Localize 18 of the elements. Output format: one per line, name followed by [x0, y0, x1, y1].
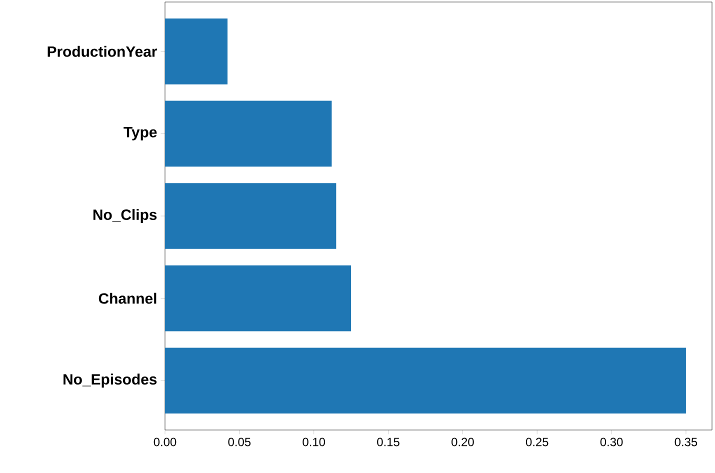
bar [165, 183, 336, 249]
bar [165, 265, 352, 332]
x-tick-label: 0.10 [302, 438, 326, 446]
x-tick-label: 0.35 [674, 438, 698, 446]
x-tick-label: 0.20 [452, 438, 474, 446]
bar [165, 18, 228, 84]
y-tick-label: No_Episodes [64, 374, 157, 388]
bar [165, 348, 686, 414]
bar [165, 100, 332, 167]
x-tick-label: 0.25 [526, 438, 548, 446]
y-tick-label: ProductionYear [48, 46, 158, 57]
x-tick-label: 0.30 [600, 438, 623, 446]
y-tick-label: No_Clips [93, 209, 157, 223]
y-tick-label: Channel [98, 292, 156, 304]
x-tick-label: 0.15 [377, 438, 400, 446]
x-tick-label: 0.00 [154, 438, 176, 446]
x-tick-label: 0.05 [228, 438, 251, 446]
y-tick-label: Type [124, 127, 157, 140]
